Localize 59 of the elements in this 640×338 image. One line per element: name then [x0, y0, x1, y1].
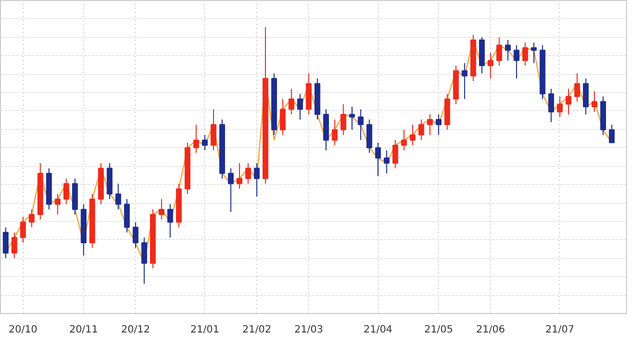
candlestick — [608, 124, 615, 144]
candlestick — [210, 108, 216, 151]
candlestick — [297, 93, 303, 120]
candlestick — [115, 183, 122, 210]
candlestick — [158, 198, 164, 220]
candlestick — [332, 119, 338, 146]
candlestick — [582, 78, 589, 115]
candlestick — [228, 168, 234, 212]
candlestick — [20, 216, 26, 244]
x-tick-label: 21/02 — [242, 324, 272, 336]
candlestick — [427, 114, 433, 136]
candlestick — [54, 193, 61, 215]
x-tick-label: 21/07 — [545, 324, 574, 336]
candlestick — [349, 106, 355, 130]
candlestick — [530, 42, 537, 64]
candlestick — [462, 62, 468, 100]
x-tick-label: 21/01 — [190, 324, 220, 336]
candlestick — [254, 162, 260, 198]
candlestick — [574, 72, 580, 102]
candlestick — [566, 88, 572, 115]
candlestick — [280, 98, 286, 136]
candlestick — [288, 88, 294, 115]
candlestick — [592, 90, 598, 112]
candlestick — [366, 119, 372, 154]
x-tick-label: 20/12 — [121, 324, 150, 336]
candlestick — [124, 198, 130, 233]
candlestick — [63, 178, 70, 205]
candlestick — [11, 232, 18, 259]
candlestick — [505, 40, 511, 62]
candlestick — [340, 104, 346, 136]
candlestick — [236, 162, 242, 190]
candlestick — [496, 36, 502, 66]
x-tick-label: 21/06 — [476, 324, 505, 336]
candlestick — [202, 134, 208, 151]
candlestick — [358, 108, 364, 141]
candlestick — [418, 119, 424, 141]
candlestick — [410, 124, 416, 146]
x-tick-label: 20/11 — [69, 324, 98, 336]
candlestick — [167, 204, 174, 238]
x-tick-label: 21/05 — [424, 324, 454, 336]
x-tick-label: 21/03 — [294, 324, 324, 336]
candlestick — [488, 52, 494, 79]
candlestick — [514, 44, 520, 79]
candlestick — [401, 129, 407, 151]
candlestick — [384, 150, 390, 174]
candlestick — [392, 140, 398, 169]
candlestick — [2, 226, 9, 259]
candlestick — [436, 114, 442, 136]
candlestick — [522, 42, 528, 66]
candlestick — [375, 142, 381, 176]
candlestick — [548, 88, 554, 123]
candlestick — [245, 162, 252, 184]
candlestick — [556, 96, 563, 118]
candlestick — [28, 208, 35, 228]
candlestick — [132, 222, 138, 248]
candlestick — [193, 124, 200, 154]
x-tick-label: 20/10 — [8, 324, 38, 336]
x-tick-label: 21/04 — [364, 324, 392, 336]
candlestick — [141, 237, 148, 284]
